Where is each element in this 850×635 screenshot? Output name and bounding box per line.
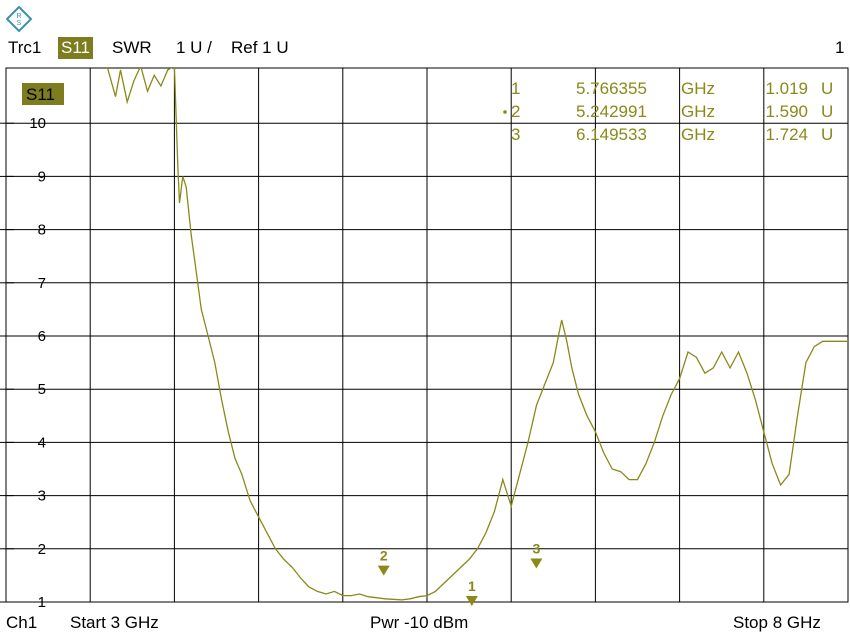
trace-label-box [22,83,64,105]
active-marker-dot [503,110,507,114]
trace-format[interactable]: SWR [112,38,152,57]
start-frequency[interactable]: Start 3 GHz [70,613,159,632]
marker-table-frequency-unit: GHz [681,125,715,144]
marker-3-icon [530,558,543,569]
marker-table: 1 5.766355 GHz 1.019 U 2 5.242991 GHz 1.590 U 3 6.1… [503,79,833,144]
marker-table-id: 2 [511,102,520,121]
source-power[interactable]: Pwr -10 dBm [370,613,469,632]
y-axis-ticks: 1 2 3 4 5 6 7 8 9 10 [0,115,46,611]
marker-table-frequency-unit: GHz [681,79,715,98]
marker-table-value: 1.590 [765,102,808,121]
marker-table-frequency-unit: GHz [681,102,715,121]
y-tick-label: 2 [38,541,46,558]
marker-2-label: 2 [380,548,388,564]
svg-text:S: S [17,20,22,27]
y-tick-label: 4 [38,434,46,451]
channel-index: 1 [835,38,845,57]
trace-label: S11 [26,85,55,104]
marker-3-label: 3 [532,540,540,556]
y-tick-label: 7 [38,275,46,292]
marker-table-value: 1.019 [765,79,808,98]
svg-text:R: R [16,13,21,20]
y-tick-label: 6 [38,328,46,345]
channel-label[interactable]: Ch1 [6,613,38,632]
marker-table-frequency: 6.149533 [576,125,647,144]
s11-trace-line [106,68,848,601]
chart-grid [5,67,849,603]
trace-name[interactable]: Trc1 [8,38,42,57]
y-tick-label: 5 [38,381,46,398]
trace-reference[interactable]: Ref 1 U [231,38,289,57]
marker-table-frequency: 5.242991 [576,102,647,121]
marker-table-value-unit: U [821,125,833,144]
trace-scale[interactable]: 1 U / [176,38,212,57]
marker-2-icon [377,565,390,576]
y-tick-label: 1 [38,594,46,611]
trace-parameter-badge[interactable]: S11 [58,37,93,59]
marker-table-value-unit: U [821,102,833,121]
y-tick-label: 9 [38,168,46,185]
marker-table-id: 1 [511,79,520,98]
marker-1-icon [465,595,478,606]
trace-markers: 1 2 3 [377,540,543,606]
marker-table-id: 3 [511,125,520,144]
brand-logo: R S [6,6,32,32]
marker-1-label: 1 [468,578,476,594]
y-tick-label: 3 [38,488,46,505]
stop-frequency[interactable]: Stop 8 GHz [733,613,821,632]
marker-table-value: 1.724 [765,125,808,144]
marker-table-value-unit: U [821,79,833,98]
marker-table-frequency: 5.766355 [576,79,647,98]
y-tick-label: 8 [38,222,46,239]
y-tick-label: 10 [29,115,46,132]
